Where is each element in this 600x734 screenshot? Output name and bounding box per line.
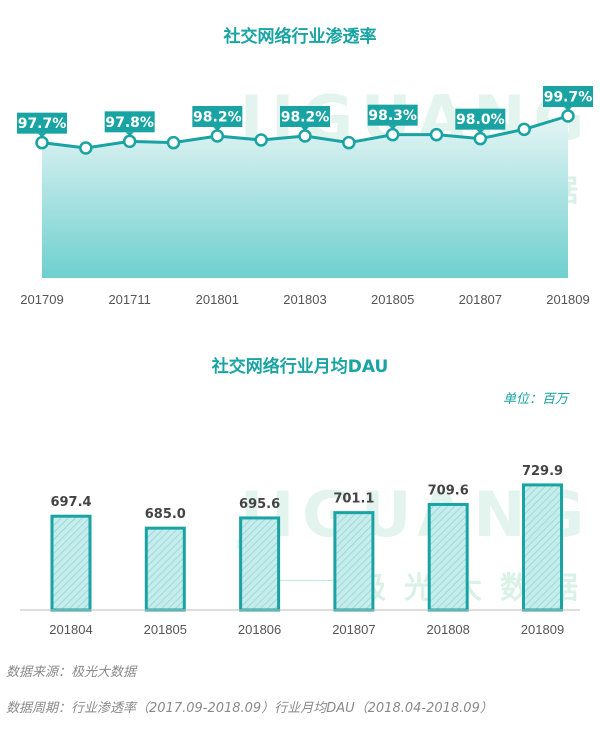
data-point: [517, 122, 531, 137]
bar-chart: 697.4 685.0 695.6 701.1 709.6 729.9 201804 201…: [20, 464, 580, 637]
watermark-line-2: [248, 580, 338, 581]
data-label: 98.2%: [193, 110, 242, 126]
data-point: [210, 129, 225, 143]
data-label: 99.7%: [544, 90, 593, 106]
data-label: 98.3%: [368, 108, 417, 124]
bar: [522, 483, 563, 612]
bar: [144, 526, 186, 612]
x-tick-label: 201807: [332, 622, 375, 637]
x-tick-label: 201806: [238, 622, 281, 637]
bar-chart-title: 社交网络行业月均DAU: [211, 357, 389, 377]
line-chart-area: [42, 116, 568, 278]
bar: [427, 502, 469, 612]
data-period: 数据周期：行业渗透率（2017.09-2018.09）行业月均DAU（2018.…: [6, 701, 493, 716]
data-label-pointer: [125, 132, 134, 137]
data-point: [385, 127, 400, 142]
bar-value-label: 701.1: [333, 492, 374, 507]
data-point: [298, 129, 312, 143]
unit-label: 单位：百万: [502, 392, 568, 407]
data-label-box: [17, 112, 67, 134]
data-point: [561, 109, 575, 123]
data-source: 数据来源：极光大数据: [6, 665, 137, 680]
bar-value-label: 697.4: [50, 495, 91, 510]
x-tick-label: 201807: [459, 292, 502, 307]
bar-value-label: 685.0: [145, 507, 186, 522]
bar-value-label: 729.9: [522, 464, 563, 479]
x-tick-label: 201801: [196, 292, 239, 307]
data-label: 98.2%: [281, 110, 330, 126]
data-label-pointer: [213, 127, 222, 131]
data-label-box: [543, 86, 593, 107]
data-point: [122, 134, 137, 149]
line-chart: 97.7% 97.8% 98.2% 98.2% 98.3% 98.0% 99.7% 2017…: [17, 86, 593, 307]
bar: [239, 516, 281, 612]
data-label: 98.0%: [456, 112, 505, 128]
data-label-box: [455, 108, 506, 130]
x-tick-label: 201809: [521, 622, 564, 637]
x-tick-label: 201804: [49, 622, 92, 637]
x-tick-label: 201805: [144, 622, 187, 637]
data-label-pointer: [564, 107, 572, 111]
x-tick-label: 201808: [427, 622, 470, 637]
data-point: [342, 135, 356, 150]
bar-value-label: 695.6: [239, 497, 280, 512]
data-label-box: [192, 106, 243, 127]
data-point: [35, 135, 49, 150]
data-label-box: [104, 111, 155, 133]
data-point: [473, 131, 488, 146]
data-label-pointer: [476, 129, 485, 134]
data-point: [79, 141, 93, 155]
x-tick-label: 201805: [371, 292, 414, 307]
bar-value-label: 709.6: [428, 483, 469, 498]
data-label-pointer: [388, 125, 397, 130]
x-tick-label: 201711: [108, 292, 150, 307]
x-tick-label: 201803: [283, 292, 326, 307]
data-label: 97.8%: [105, 115, 154, 131]
bar: [50, 514, 92, 612]
x-tick-label: 201709: [20, 292, 63, 307]
data-point: [166, 135, 181, 150]
bar: [333, 511, 375, 612]
data-label-box: [280, 106, 330, 127]
line-chart-title: 社交网络行业渗透率: [223, 27, 377, 47]
data-label-pointer: [38, 133, 46, 138]
x-tick-label: 201809: [546, 292, 589, 307]
data-point: [429, 127, 444, 142]
data-label-box: [367, 104, 418, 126]
data-label: 97.7%: [18, 116, 67, 132]
data-label-pointer: [301, 127, 309, 131]
data-point: [254, 133, 268, 147]
